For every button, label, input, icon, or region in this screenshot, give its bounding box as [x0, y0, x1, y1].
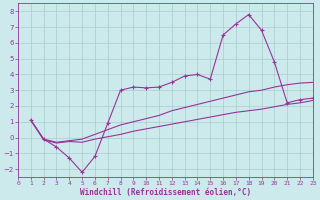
X-axis label: Windchill (Refroidissement éolien,°C): Windchill (Refroidissement éolien,°C) — [80, 188, 251, 197]
